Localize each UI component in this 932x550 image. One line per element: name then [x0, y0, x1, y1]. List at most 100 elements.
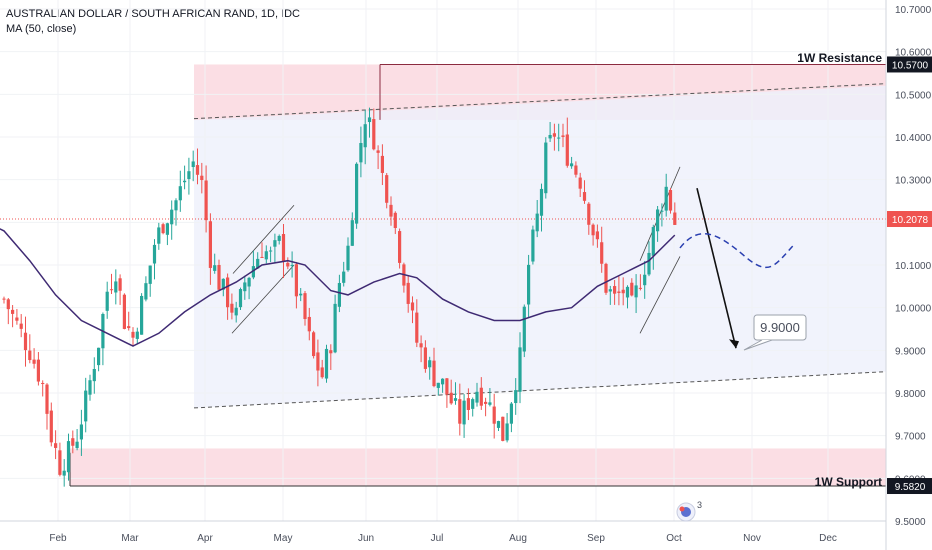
- time-axis[interactable]: Feb Mar Apr May Jun Jul Aug Sep Oct Nov Dec: [0, 520, 886, 544]
- candle-body: [324, 348, 329, 379]
- candle-body: [436, 382, 440, 388]
- candle-body: [45, 384, 49, 414]
- candle-body: [303, 293, 307, 320]
- candle-body: [548, 134, 552, 139]
- candle-body: [84, 390, 88, 422]
- support-price-badge: 9.5820: [887, 478, 932, 495]
- candle-body: [187, 171, 191, 180]
- candle-body: [66, 441, 71, 473]
- price-tick-label: 10.4000: [895, 133, 932, 144]
- candle-body: [247, 277, 251, 287]
- candle-body: [664, 186, 668, 211]
- candle-body: [673, 212, 677, 225]
- candle-body: [105, 291, 109, 311]
- candle-body: [453, 398, 458, 401]
- candle-body: [157, 227, 161, 244]
- candle-body: [496, 421, 501, 428]
- candle-body: [118, 278, 122, 291]
- month-tick-label: Jul: [431, 533, 444, 544]
- candle-body: [148, 265, 152, 284]
- candle-body: [552, 133, 556, 137]
- month-tick-label: Sep: [587, 533, 605, 544]
- target-callout[interactable]: 9.9000: [743, 314, 807, 351]
- candle-body: [419, 343, 423, 348]
- candle-body: [647, 252, 651, 275]
- candle-body: [114, 281, 118, 293]
- candle-body: [342, 271, 346, 283]
- candle-body: [92, 369, 96, 382]
- candle-body: [604, 263, 608, 293]
- month-tick-label: Mar: [121, 533, 139, 544]
- events-icon[interactable]: 3: [676, 500, 702, 522]
- wedge-line: [639, 256, 681, 334]
- candle-body: [372, 119, 376, 150]
- candle-body: [286, 262, 290, 267]
- candles-layer: [2, 107, 677, 487]
- candle-body: [281, 234, 286, 262]
- candle-body: [191, 161, 195, 168]
- ma-indicator-legend[interactable]: MA (50, close): [6, 23, 77, 35]
- candle-body: [290, 264, 294, 266]
- candle-body: [600, 242, 604, 264]
- candle-body: [346, 245, 350, 271]
- candle-body: [161, 224, 165, 234]
- candle-body: [337, 283, 341, 307]
- candle-body: [221, 278, 225, 290]
- candle-body: [587, 203, 591, 225]
- candle-body: [71, 438, 75, 446]
- candle-body: [165, 223, 169, 235]
- wedge-line: [232, 205, 295, 274]
- candle-body: [406, 282, 410, 304]
- candle-body: [557, 137, 561, 139]
- candle-body: [213, 265, 217, 271]
- candle-body: [170, 209, 174, 225]
- candle-body: [535, 213, 539, 232]
- resistance-price-badge-text: 10.5700: [892, 60, 929, 71]
- candle-body: [312, 332, 316, 357]
- zones-layer: [70, 64, 886, 487]
- candle-body: [423, 347, 427, 369]
- resistance-price-badge: 10.5700: [887, 56, 932, 73]
- candle-body: [415, 312, 419, 343]
- candle-body: [75, 441, 79, 449]
- candle-body: [299, 293, 303, 296]
- candle-body: [140, 295, 144, 335]
- candle-body: [200, 175, 204, 181]
- support-price-badge-text: 9.5820: [895, 482, 926, 493]
- candle-body: [58, 450, 62, 475]
- candle-body: [238, 289, 243, 308]
- price-axis[interactable]: 9.50009.60009.70009.80009.900010.000010.…: [885, 0, 932, 550]
- price-tick-label: 10.5000: [895, 90, 932, 101]
- candle-body: [208, 221, 212, 268]
- candle-body: [316, 352, 320, 371]
- candle-body: [621, 289, 625, 294]
- candle-body: [638, 287, 642, 289]
- price-tick-label: 9.9000: [895, 346, 926, 357]
- candle-body: [445, 378, 449, 395]
- candle-body: [570, 163, 574, 167]
- support-label: 1W Support: [815, 475, 882, 489]
- candle-body: [509, 403, 513, 424]
- candle-body: [79, 424, 83, 440]
- candle-body: [41, 382, 45, 384]
- candle-body: [251, 266, 255, 278]
- current-price-badge-text: 10.2078: [892, 215, 929, 226]
- candle-body: [462, 400, 466, 425]
- candle-body: [393, 212, 397, 229]
- resistance-label: 1W Resistance: [797, 51, 882, 65]
- candle-body: [466, 398, 470, 410]
- channel-top-line: [193, 83, 887, 120]
- candle-body: [591, 224, 595, 236]
- candle-body: [595, 231, 599, 240]
- candle-body: [656, 209, 660, 232]
- candle-body: [660, 210, 664, 212]
- price-tick-label: 10.0000: [895, 304, 932, 315]
- candle-body: [475, 391, 479, 403]
- month-tick-label: Nov: [743, 533, 761, 544]
- candle-body: [432, 360, 436, 387]
- price-tick-label: 10.3000: [895, 176, 932, 187]
- candle-body: [359, 142, 363, 163]
- candle-body: [329, 350, 333, 354]
- price-tick-label: 10.6000: [895, 48, 932, 59]
